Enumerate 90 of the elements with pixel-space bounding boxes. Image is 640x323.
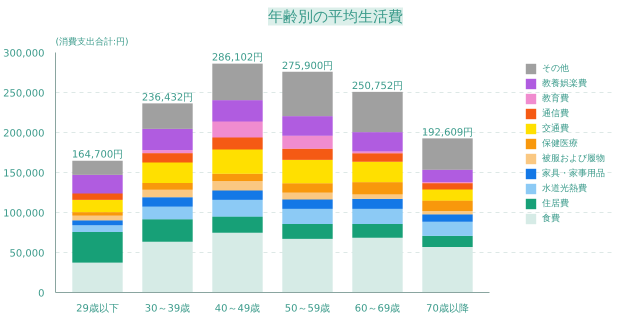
y-tick-label: 300,000 [3, 48, 45, 60]
bar [142, 183, 193, 190]
y-tick-label: 150,000 [3, 168, 45, 180]
x-tick-label: 70歳以降 [426, 302, 469, 314]
bar [422, 138, 473, 170]
legend-label: 教育費 [542, 92, 569, 105]
bar [212, 100, 263, 122]
bar [212, 190, 263, 200]
bar [142, 153, 193, 162]
bar [352, 153, 403, 162]
bar [72, 160, 123, 175]
bar [422, 210, 473, 214]
y-tick-label: 200,000 [3, 128, 45, 140]
bar [282, 160, 333, 184]
bar [72, 194, 123, 200]
bar [422, 214, 473, 222]
total-label: 164,700円 [72, 150, 124, 161]
bar [422, 200, 473, 211]
y-tick-label: 100,000 [3, 208, 45, 220]
bar [422, 170, 473, 182]
bar [282, 224, 333, 239]
total-label: 286,102円 [212, 52, 264, 64]
x-tick-label: 40～49歳 [214, 302, 260, 314]
legend-label: 保健医療 [542, 138, 578, 150]
bar [212, 216, 263, 233]
bar [352, 224, 403, 238]
x-tick-label: 30～39歳 [144, 302, 190, 314]
bar [142, 219, 193, 242]
bar [352, 92, 403, 132]
bar [212, 64, 263, 100]
legend-label: 住居費 [542, 198, 569, 210]
bar [282, 116, 333, 136]
bar [282, 183, 333, 192]
bar [72, 174, 123, 194]
bar [142, 190, 193, 198]
bar [72, 200, 123, 212]
total-label: 236,432円 [142, 92, 194, 104]
x-tick-label: 29歳以下 [76, 302, 119, 314]
y-axis-title: (消費支出合計:円) [56, 36, 129, 48]
bar [72, 212, 123, 216]
legend-label: 通信費 [542, 108, 569, 120]
bar [142, 162, 193, 184]
bar [422, 183, 473, 190]
bar [352, 162, 403, 182]
legend-label: 教養娯楽費 [542, 78, 587, 90]
bar [422, 189, 473, 201]
bar [72, 225, 123, 232]
bar [352, 132, 403, 152]
legend-label: 水道光熱費 [542, 182, 587, 195]
bar [142, 150, 193, 154]
bar [142, 128, 193, 150]
bar [422, 222, 473, 236]
x-tick-label: 50～59歳 [284, 302, 330, 314]
y-tick-label: 250,000 [3, 88, 45, 100]
bar [352, 198, 403, 209]
bar [212, 200, 263, 217]
bar [352, 208, 403, 224]
legend-label: 家具・家事用品 [542, 168, 605, 180]
bar [142, 197, 193, 207]
total-label: 192,609円 [422, 127, 474, 138]
bar [282, 148, 333, 160]
bar [352, 194, 403, 199]
total-label: 250,752円 [352, 80, 404, 92]
bar [72, 216, 123, 220]
bar [212, 121, 263, 138]
bar [282, 200, 333, 209]
bar [282, 192, 333, 200]
total-label: 275,900円 [282, 60, 334, 72]
bar [212, 174, 263, 182]
bar [72, 262, 123, 292]
bar [142, 103, 193, 129]
bar [212, 138, 263, 150]
bar [352, 182, 403, 194]
legend-label: 被服および履物 [542, 152, 605, 165]
bar [282, 208, 333, 224]
bar [72, 220, 123, 226]
bar [282, 136, 333, 149]
bar [72, 232, 123, 263]
y-tick-label: 50,000 [10, 248, 45, 260]
y-tick-label: 0 [38, 288, 45, 300]
x-tick-label: 60～69歳 [354, 302, 400, 314]
bar [282, 72, 333, 116]
bar [142, 206, 193, 220]
bar [212, 149, 263, 174]
legend-label: その他 [542, 62, 569, 75]
bar [422, 236, 473, 247]
legend-label: 食費 [542, 212, 561, 225]
chart-title: 年齢別の平均生活費 [268, 8, 403, 26]
legend-label: 交通費 [542, 122, 569, 135]
bar [212, 181, 263, 190]
